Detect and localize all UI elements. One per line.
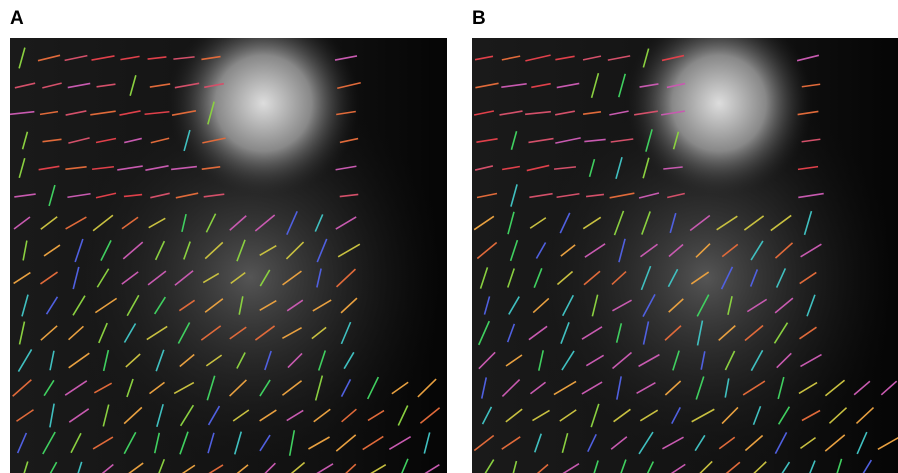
bright-region	[472, 38, 898, 473]
bright-region	[10, 38, 447, 473]
panel-image	[472, 38, 898, 473]
panel-image	[10, 38, 447, 473]
panel-label: B	[472, 8, 486, 30]
panel-label: A	[10, 8, 24, 30]
figure: A B	[0, 0, 898, 473]
